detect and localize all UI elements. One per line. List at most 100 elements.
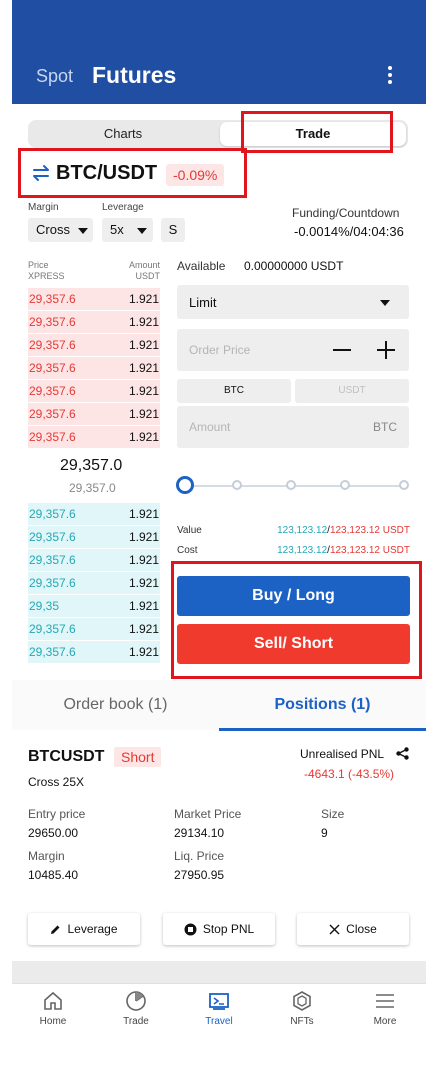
- ask-row[interactable]: 29,357.6 1.921: [28, 380, 160, 402]
- amount-input[interactable]: Amount BTC: [177, 406, 409, 448]
- nav-nfts[interactable]: NFTs: [261, 984, 343, 1044]
- view-toggle: Charts Trade: [28, 120, 408, 148]
- slider-step-25[interactable]: [232, 480, 242, 490]
- bid-qty: 1.921: [128, 507, 159, 521]
- bid-row[interactable]: 29,357.6 1.921: [28, 549, 160, 571]
- kebab-menu-icon[interactable]: [384, 66, 396, 86]
- tab-spot[interactable]: Spot: [36, 66, 74, 86]
- bid-qty: 1.921: [128, 599, 159, 613]
- ask-row[interactable]: 29,357.6 1.921: [28, 334, 160, 356]
- minus-icon[interactable]: [332, 341, 352, 359]
- nav-more[interactable]: More: [344, 984, 426, 1044]
- ask-price: 29,357.6: [29, 361, 76, 375]
- bid-row[interactable]: 29,357.6 1.921: [28, 641, 160, 663]
- ask-price: 29,357.6: [29, 338, 76, 352]
- bid-price: 29,357.6: [29, 507, 76, 521]
- ask-row[interactable]: 29,357.6 1.921: [28, 403, 160, 425]
- tab-futures[interactable]: Futures: [92, 62, 177, 88]
- size-label: Size: [321, 807, 345, 821]
- order-type-select[interactable]: Limit: [177, 285, 409, 319]
- orderbook-amount-header: Amount USDT: [128, 260, 160, 281]
- nav-travel[interactable]: Travel: [178, 984, 260, 1044]
- ask-price: 29,357.6: [29, 315, 76, 329]
- ask-row[interactable]: 29,357.6 1.921: [28, 288, 160, 310]
- margin-select[interactable]: Cross: [28, 218, 93, 242]
- liq-price-label: Liq. Price: [174, 849, 225, 863]
- tab-active-indicator: [219, 728, 426, 731]
- leverage-button[interactable]: Leverage: [28, 913, 140, 945]
- s-button[interactable]: S: [161, 218, 185, 242]
- ask-qty: 1.921: [128, 407, 159, 421]
- nav-home-label: Home: [39, 1016, 67, 1027]
- bid-qty: 1.921: [128, 553, 159, 567]
- futures-trade-screen: Spot Futures Charts Trade BTC/USDT -0.09…: [12, 0, 426, 1066]
- funding-label: Funding/Countdown: [292, 206, 400, 220]
- slider-step-100[interactable]: [399, 480, 409, 490]
- position-leverage: Cross 25X: [28, 775, 85, 789]
- nav-trade[interactable]: Trade: [95, 984, 177, 1044]
- amount-unit: BTC: [373, 420, 397, 434]
- chevron-down-icon: [380, 300, 390, 306]
- bid-row[interactable]: 29,357.6 1.921: [28, 503, 160, 525]
- unrealised-pnl-value: -4643.1 (-43.5%): [304, 767, 395, 781]
- pie-chart-icon: [126, 991, 146, 1011]
- orderbook-price-header: Price XPRESS: [28, 260, 65, 281]
- ask-row[interactable]: 29,357.6 1.921: [28, 357, 160, 379]
- nav-travel-label: Travel: [205, 1016, 233, 1027]
- nav-home[interactable]: Home: [12, 984, 94, 1044]
- bid-price: 29,35: [29, 599, 60, 613]
- plus-icon[interactable]: [376, 341, 396, 359]
- liq-price-value: 27950.95: [174, 868, 225, 882]
- pair-name[interactable]: BTC/USDT: [56, 162, 158, 184]
- ask-qty: 1.921: [128, 430, 159, 444]
- position-symbol: BTCUSDT: [28, 748, 105, 765]
- toggle-trade[interactable]: Trade: [220, 122, 406, 146]
- slider-handle[interactable]: [176, 476, 194, 494]
- chevron-down-icon: [78, 228, 88, 234]
- toggle-charts[interactable]: Charts: [103, 126, 143, 141]
- tab-bar-background: [12, 680, 426, 730]
- buy-long-button[interactable]: Buy / Long: [177, 576, 410, 616]
- share-icon[interactable]: [396, 747, 409, 760]
- entry-price-value: 29650.00: [28, 826, 79, 840]
- bid-qty: 1.921: [128, 576, 159, 590]
- slider-step-75[interactable]: [340, 480, 350, 490]
- tab-positions[interactable]: Positions (1): [274, 696, 371, 713]
- close-icon: [329, 924, 340, 935]
- content-end-band: [12, 961, 426, 983]
- ask-row[interactable]: 29,357.6 1.921: [28, 311, 160, 333]
- bid-price: 29,357.6: [29, 576, 76, 590]
- nav-trade-label: Trade: [123, 1016, 149, 1027]
- ask-price: 29,357.6: [29, 430, 76, 444]
- ask-row[interactable]: 29,357.6 1.921: [28, 426, 160, 448]
- unit-btc-button[interactable]: BTC: [177, 379, 291, 403]
- bid-row[interactable]: 29,357.6 1.921: [28, 526, 160, 548]
- leverage-select[interactable]: 5x: [102, 218, 153, 242]
- hexagon-icon: [293, 991, 311, 1011]
- unit-usdt-button[interactable]: USDT: [295, 379, 409, 403]
- cost-label: Cost: [177, 545, 198, 556]
- stop-circle-icon: [184, 923, 197, 936]
- order-price-input[interactable]: Order Price: [177, 329, 409, 371]
- leverage-button-label: Leverage: [67, 922, 118, 936]
- last-price: 29,357.0: [60, 457, 123, 474]
- bid-row[interactable]: 29,35 1.921: [28, 595, 160, 617]
- nav-more-label: More: [373, 1016, 397, 1027]
- unrealised-pnl-label: Unrealised PNL: [300, 747, 385, 761]
- available-label: Available: [177, 259, 226, 273]
- close-position-button[interactable]: Close: [297, 913, 409, 945]
- swap-arrows-icon[interactable]: [30, 163, 52, 183]
- funding-value: -0.0014%/04:04:36: [294, 224, 404, 239]
- stop-pnl-button[interactable]: Stop PNL: [163, 913, 275, 945]
- pencil-icon: [51, 925, 60, 935]
- bid-qty: 1.921: [128, 645, 159, 659]
- travel-screen-icon: [209, 993, 229, 1010]
- market-price-value: 29134.10: [174, 826, 225, 840]
- bid-row[interactable]: 29,357.6 1.921: [28, 618, 160, 640]
- bid-row[interactable]: 29,357.6 1.921: [28, 572, 160, 594]
- bid-qty: 1.921: [128, 622, 159, 636]
- tab-order-book[interactable]: Order book (1): [63, 696, 168, 713]
- sell-short-button[interactable]: Sell/ Short: [177, 624, 410, 664]
- slider-step-50[interactable]: [286, 480, 296, 490]
- bid-price: 29,357.6: [29, 530, 76, 544]
